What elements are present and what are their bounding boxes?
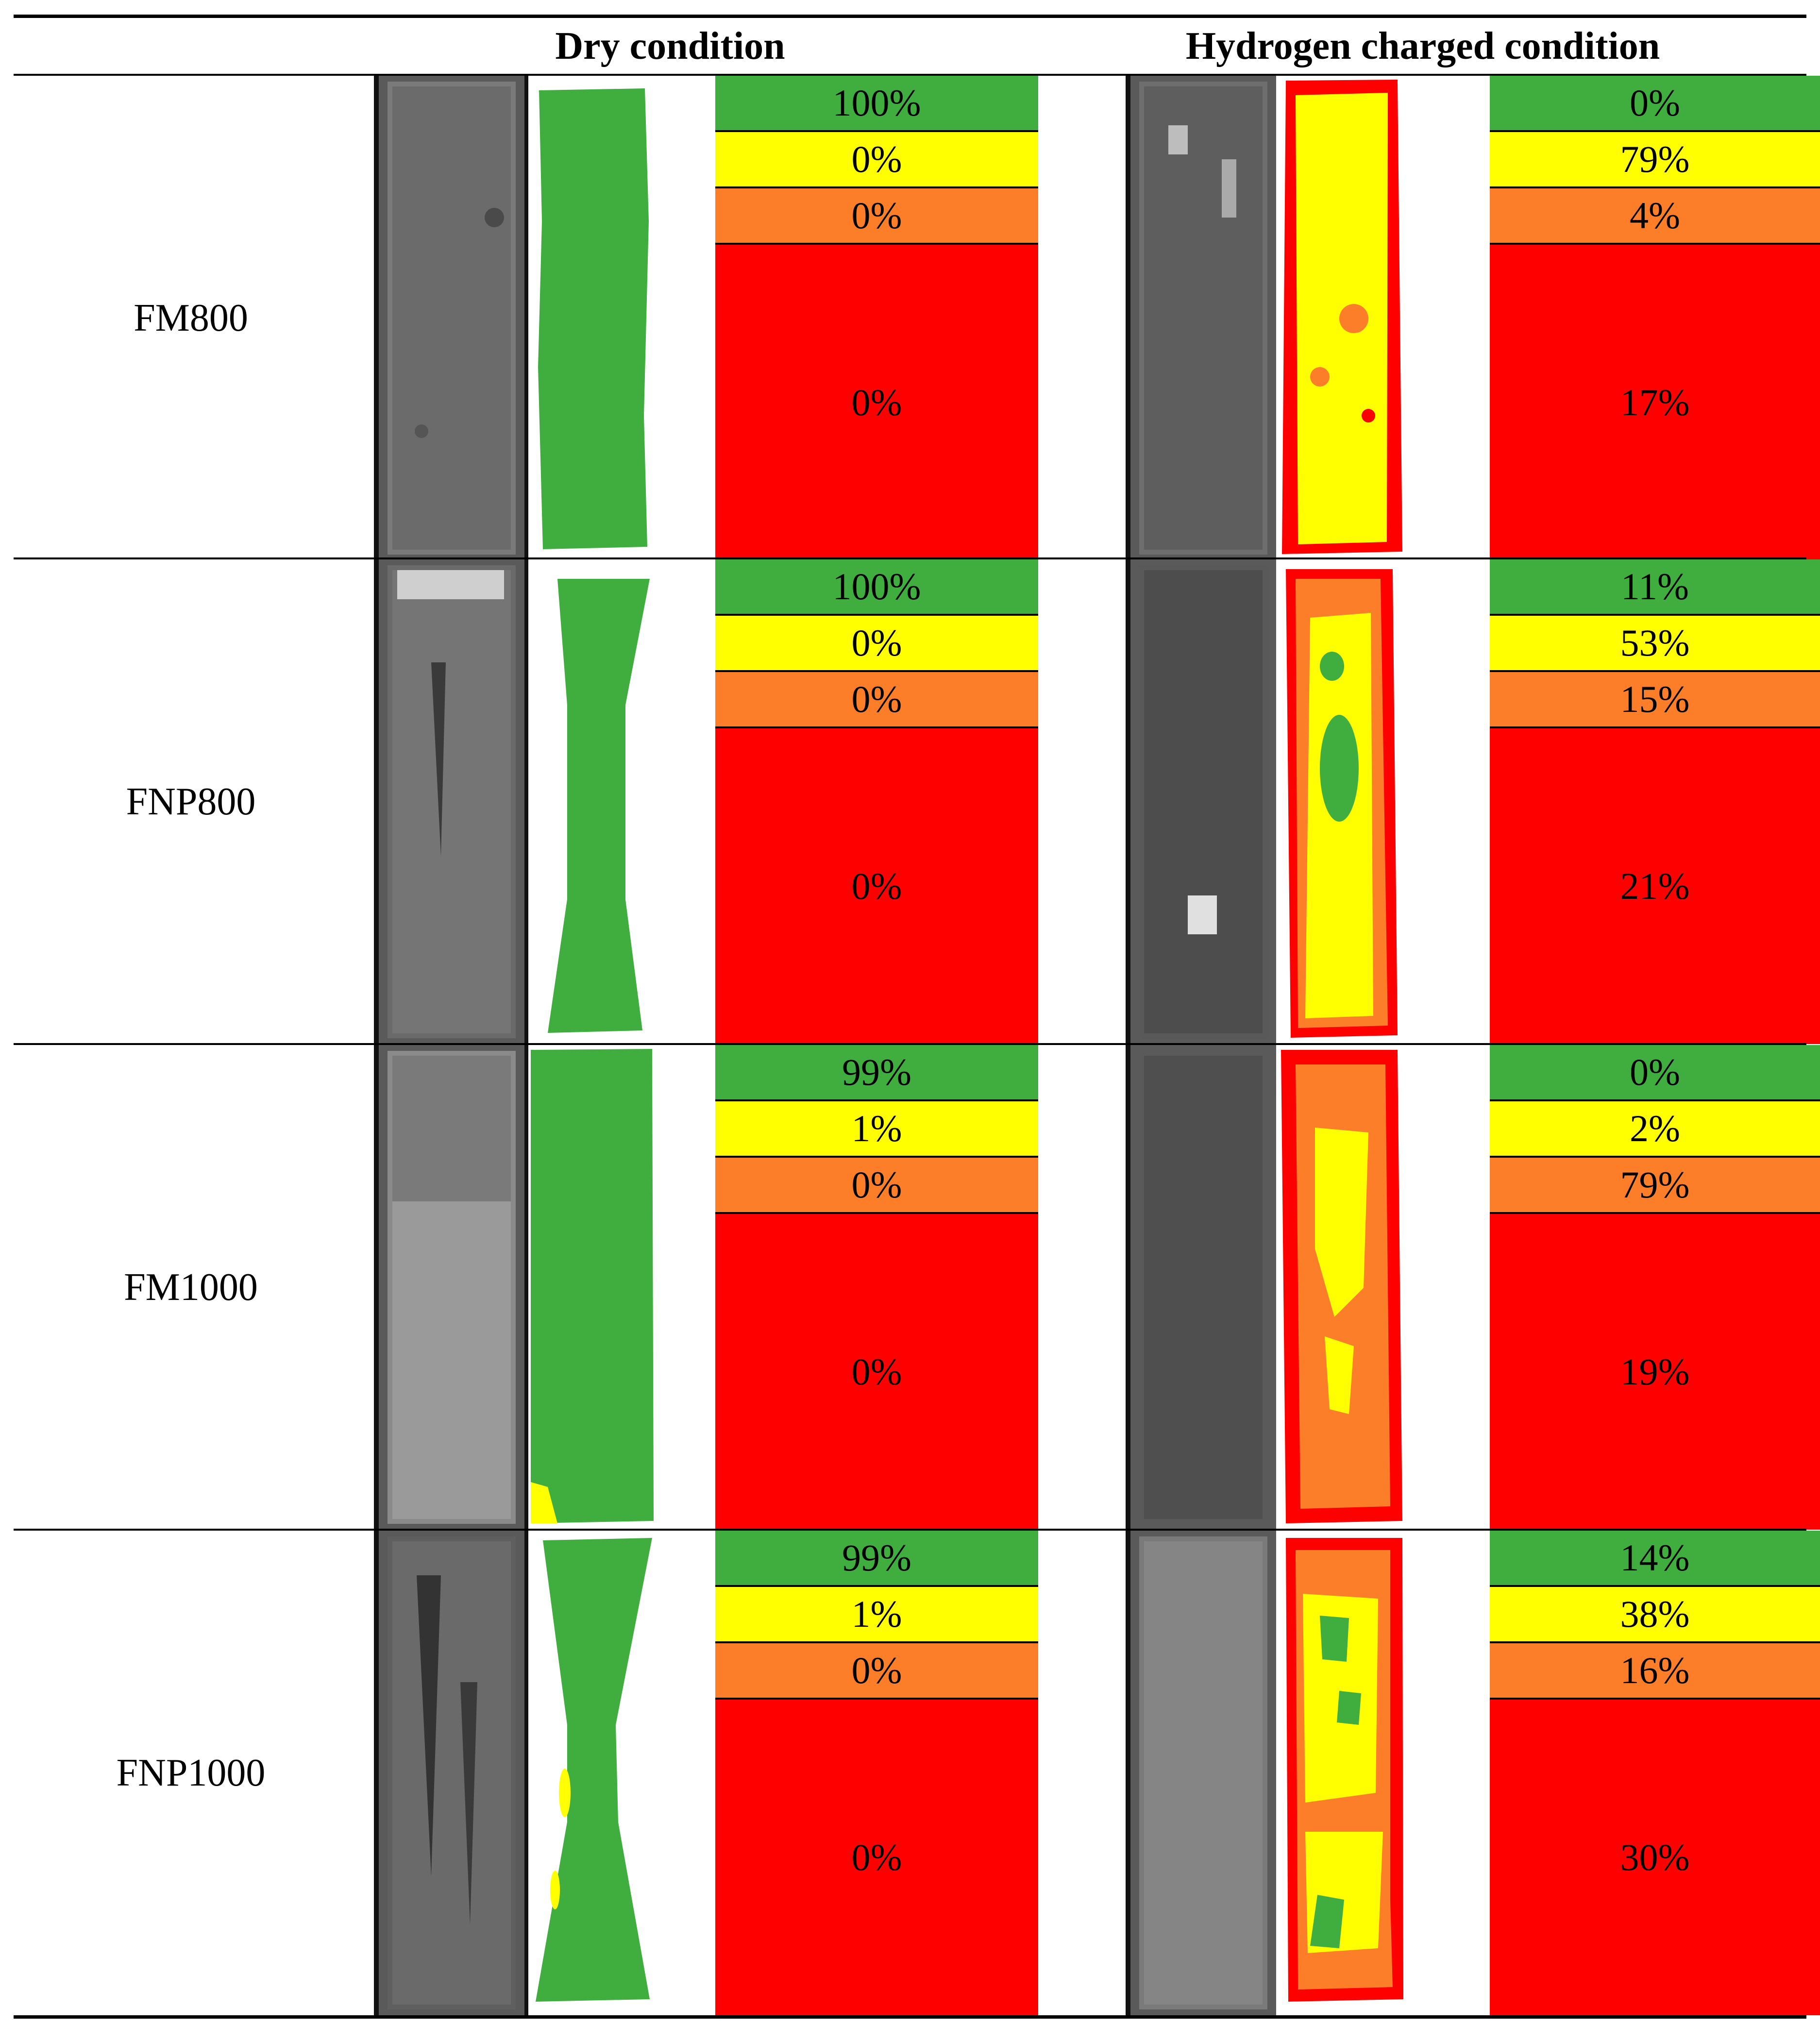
bar-red: 0% (715, 728, 1038, 1044)
bar-red: 0% (715, 1700, 1038, 2015)
top-rule (14, 15, 1806, 18)
bar-orange: 15% (1490, 672, 1820, 728)
table-row: FM800 100% 0% 0% 0% (14, 76, 1820, 560)
bar-orange: 79% (1490, 1158, 1820, 1214)
fraction-bars-hydrogen: 14% 38% 16% 30% (1490, 1531, 1820, 2015)
bar-red: 30% (1490, 1700, 1820, 2015)
bar-ductile-green: 99% (715, 1045, 1038, 1101)
fraction-bars-dry: 99% 1% 0% 0% (715, 1045, 1038, 1530)
row-label: FNP1000 (116, 1751, 266, 1794)
fracture-photo-dry (374, 1045, 529, 1530)
bar-yellow: 0% (715, 132, 1038, 188)
bar-ductile-green: 100% (715, 559, 1038, 616)
fracture-map-dry (528, 76, 659, 560)
bar-red: 21% (1490, 728, 1820, 1044)
bar-red: 17% (1490, 245, 1820, 560)
bar-yellow: 1% (715, 1101, 1038, 1158)
bar-ductile-green: 100% (715, 76, 1038, 132)
bar-orange: 0% (715, 672, 1038, 728)
bar-yellow: 53% (1490, 616, 1820, 672)
bar-orange: 4% (1490, 188, 1820, 245)
fraction-bars-hydrogen: 0% 79% 4% 17% (1490, 76, 1820, 560)
bar-ductile-green: 99% (715, 1531, 1038, 1587)
header-dry-condition: Dry condition (555, 24, 785, 67)
row-divider (14, 557, 1806, 559)
bar-ductile-green: 11% (1490, 559, 1820, 616)
fraction-bars-hydrogen: 0% 2% 79% 19% (1490, 1045, 1820, 1530)
header-hydrogen-condition: Hydrogen charged condition (1185, 24, 1660, 67)
fracture-map-dry (528, 559, 659, 1044)
fracture-map-hydrogen (1276, 1531, 1407, 2015)
row-label: FM800 (134, 296, 248, 339)
bar-ductile-green: 14% (1490, 1531, 1820, 1587)
bar-yellow: 0% (715, 616, 1038, 672)
bar-red: 0% (715, 1214, 1038, 1530)
fracture-photo-dry (374, 76, 529, 560)
bar-orange: 0% (715, 1643, 1038, 1700)
row-divider (14, 1529, 1806, 1531)
fracture-photo-hydrogen (1126, 1045, 1281, 1530)
header-rule (14, 74, 1806, 76)
row-label: FM1000 (124, 1265, 258, 1309)
fracture-photo-hydrogen (1126, 76, 1281, 560)
bar-red: 0% (715, 245, 1038, 560)
fracture-photo-hydrogen (1126, 1531, 1281, 2015)
row-label: FNP800 (126, 780, 256, 823)
bottom-rule (14, 2015, 1806, 2019)
bar-yellow: 2% (1490, 1101, 1820, 1158)
table-row: FM1000 99% 1% 0% 0% 0% 2 (14, 1045, 1820, 1530)
bar-yellow: 1% (715, 1587, 1038, 1643)
fracture-photo-dry (374, 1531, 529, 2015)
fracture-map-dry (528, 1045, 659, 1530)
fraction-bars-dry: 99% 1% 0% 0% (715, 1531, 1038, 2015)
bar-yellow: 79% (1490, 132, 1820, 188)
bar-red: 19% (1490, 1214, 1820, 1530)
bar-orange: 0% (715, 1158, 1038, 1214)
fraction-bars-hydrogen: 11% 53% 15% 21% (1490, 559, 1820, 1044)
table-row: FNP1000 99% 1% 0% 0% (14, 1531, 1820, 2015)
fracture-map-hydrogen (1276, 76, 1407, 560)
bar-orange: 16% (1490, 1643, 1820, 1700)
bar-orange: 0% (715, 188, 1038, 245)
fracture-map-dry (528, 1531, 659, 2015)
bar-ductile-green: 0% (1490, 76, 1820, 132)
bar-yellow: 38% (1490, 1587, 1820, 1643)
bar-ductile-green: 0% (1490, 1045, 1820, 1101)
fraction-bars-dry: 100% 0% 0% 0% (715, 76, 1038, 560)
fraction-bars-dry: 100% 0% 0% 0% (715, 559, 1038, 1044)
table-row: FNP800 100% 0% 0% 0% (14, 559, 1820, 1044)
fracture-map-hydrogen (1276, 559, 1407, 1044)
fracture-photo-hydrogen (1126, 559, 1281, 1044)
fracture-map-hydrogen (1276, 1045, 1407, 1530)
fracture-photo-dry (374, 559, 529, 1044)
row-divider (14, 1043, 1806, 1045)
